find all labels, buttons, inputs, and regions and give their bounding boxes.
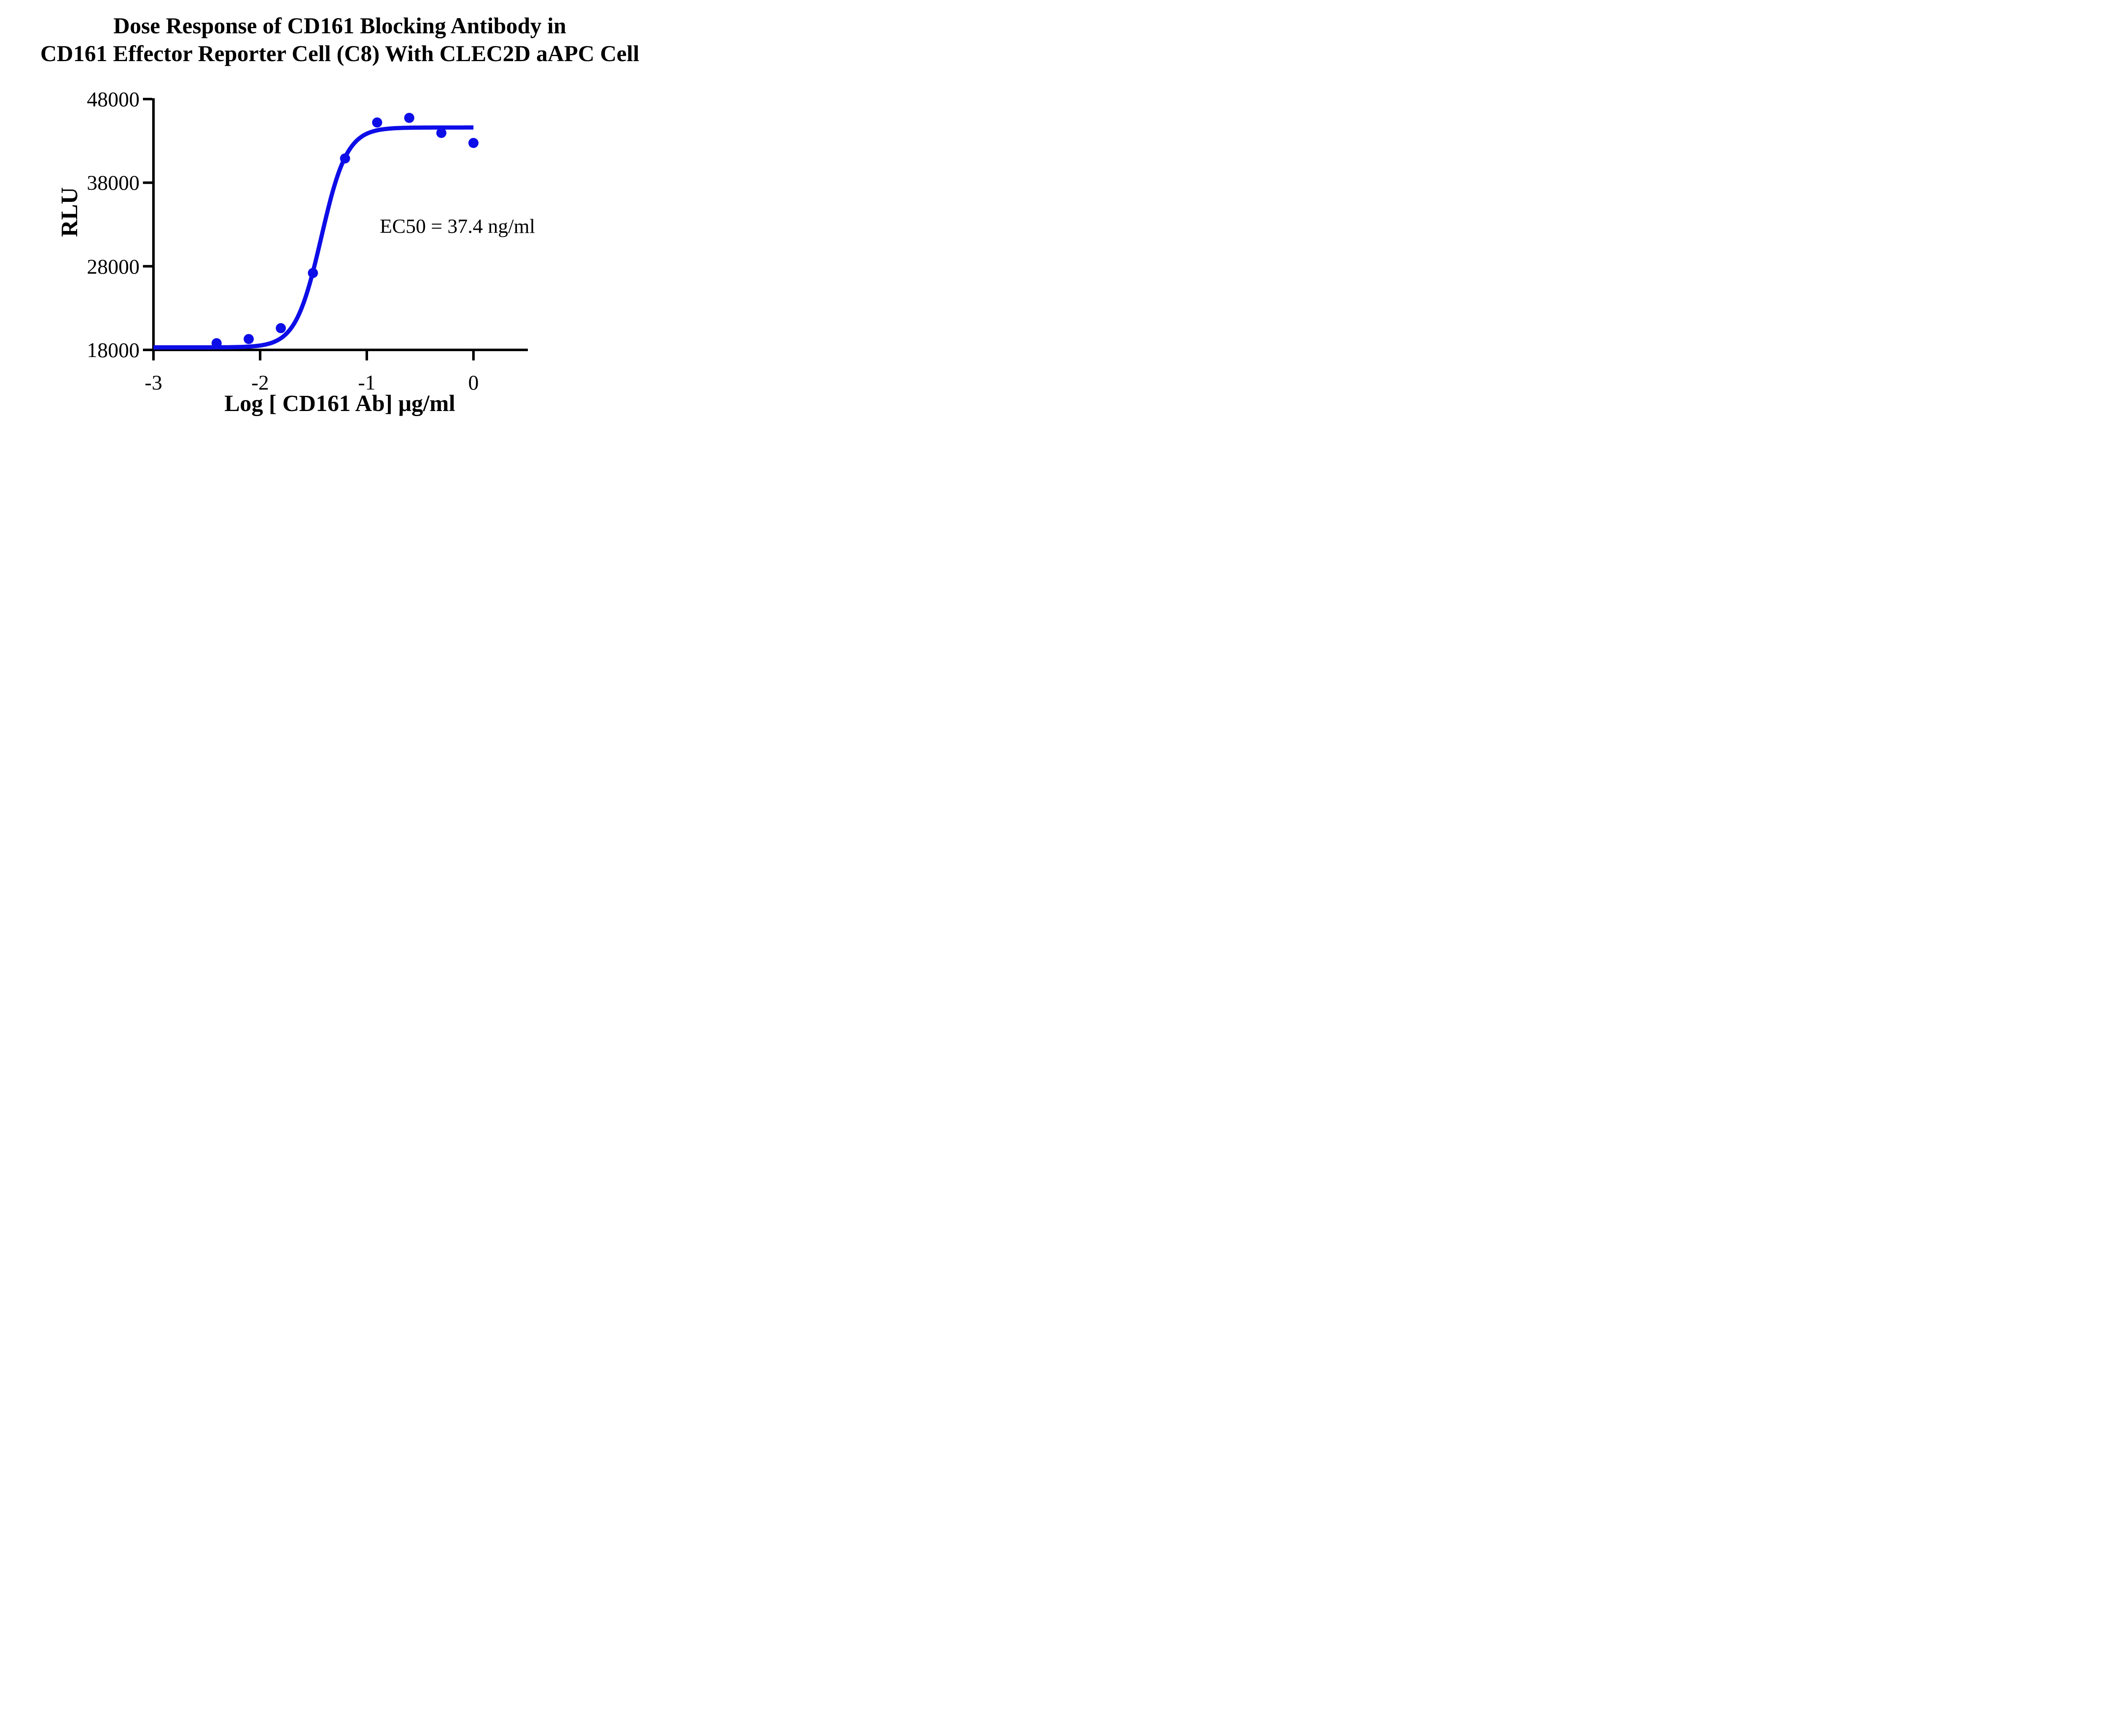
y-tick-label: 38000 xyxy=(87,171,140,195)
chart-title: Dose Response of CD161 Blocking Antibody… xyxy=(0,12,680,67)
x-tick-label: 0 xyxy=(468,371,479,394)
data-point xyxy=(404,113,414,123)
data-point xyxy=(276,323,286,333)
ec50-annotation: EC50 = 37.4 ng/ml xyxy=(379,215,535,238)
data-point xyxy=(243,334,254,344)
dose-response-figure: Dose Response of CD161 Blocking Antibody… xyxy=(0,0,680,434)
data-point xyxy=(436,128,446,138)
y-tick-label: 18000 xyxy=(87,338,140,362)
data-point xyxy=(308,268,318,278)
plot-area xyxy=(143,98,528,360)
data-point xyxy=(372,117,382,128)
chart-title-line1: Dose Response of CD161 Blocking Antibody… xyxy=(113,13,567,38)
x-tick-label: -1 xyxy=(358,371,376,394)
y-tick-label: 28000 xyxy=(87,254,140,278)
x-axis-title: Log [ CD161 Ab] μg/ml xyxy=(224,390,455,416)
y-tick-label: 48000 xyxy=(87,87,140,111)
data-point xyxy=(211,338,222,349)
data-point xyxy=(340,153,350,164)
x-tick-label: -3 xyxy=(145,371,162,394)
data-point xyxy=(468,138,479,148)
y-axis-title: RLU xyxy=(56,187,83,237)
chart-title-line2: CD161 Effector Reporter Cell (C8) With C… xyxy=(40,41,640,66)
x-tick-label: -2 xyxy=(251,371,269,394)
